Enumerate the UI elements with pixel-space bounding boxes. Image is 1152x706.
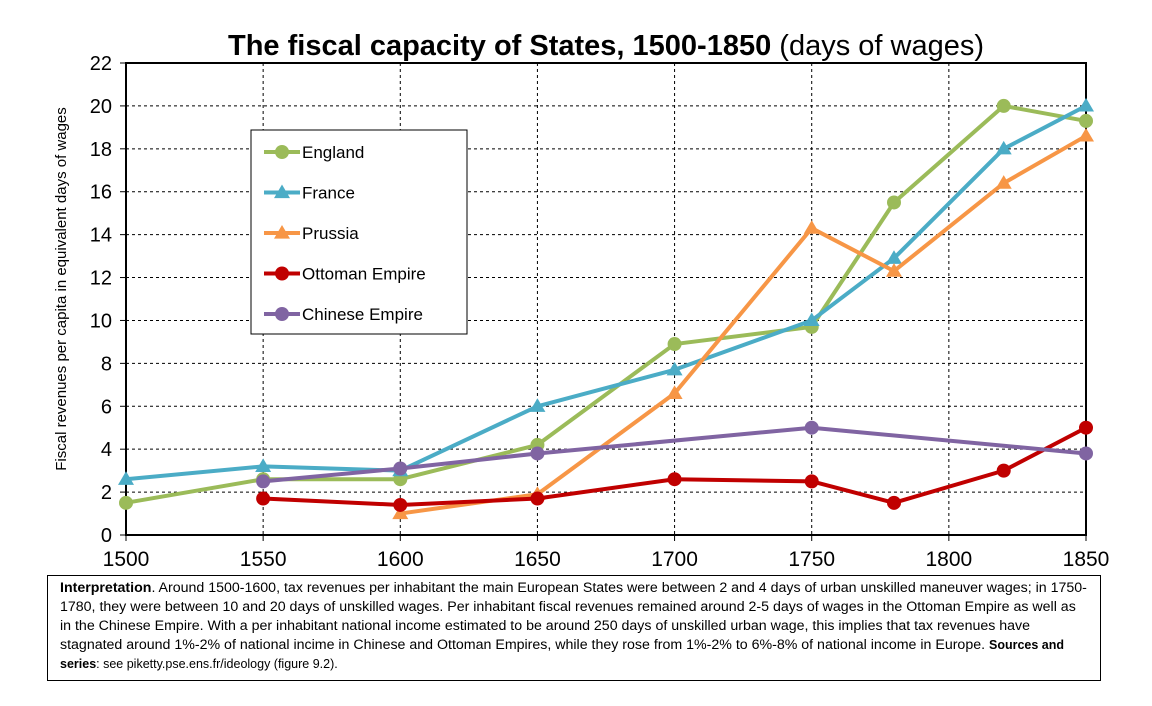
note-body: . Around 1500-1600, tax revenues per inh…: [60, 580, 1087, 653]
data-point-france: [255, 458, 272, 472]
y-tick-label: 22: [90, 53, 112, 75]
data-point-chinese-empire: [530, 446, 545, 461]
data-point-ottoman-empire: [393, 497, 408, 512]
data-point-france: [886, 250, 902, 264]
y-tick-label: 8: [101, 353, 112, 375]
interpretation-note: Interpretation. Around 1500-1600, tax re…: [47, 575, 1101, 681]
legend-marker-prussia: [274, 225, 290, 239]
series-prussia: [392, 127, 1094, 520]
axis-ticks: 0 2 4 6 8 10 12 14 16 18 20 22 1500 1550 1600 1650 1700 1…: [90, 53, 1110, 571]
x-tick-label: 1800: [925, 548, 972, 571]
series-chinese-empire: [256, 420, 1093, 489]
data-point-prussia: [886, 263, 902, 277]
series-france: [118, 97, 1094, 485]
y-tick-label: 10: [90, 310, 112, 332]
data-point-ottoman-empire: [667, 472, 682, 487]
data-point-prussia: [392, 505, 409, 520]
note-lead: Interpretation: [60, 580, 152, 596]
x-tick-label: 1650: [514, 548, 561, 571]
data-point-france: [529, 398, 546, 412]
x-tick-label: 1550: [240, 548, 287, 571]
x-tick-label: 1500: [103, 548, 150, 571]
legend-label-prussia: Prussia: [302, 224, 359, 243]
data-point-england: [667, 337, 682, 352]
line-chart: 0 2 4 6 8 10 12 14 16 18 20 22 1500 1550 1600 1650 1700 1…: [53, 53, 1110, 571]
y-tick-label: 18: [90, 139, 112, 161]
legend: England France Prussia Ottoman Empire Chines…: [250, 129, 468, 335]
legend-label-chinese-empire: Chinese Empire: [302, 305, 423, 324]
data-point-ottoman-empire: [996, 463, 1011, 478]
x-tick-label: 1700: [651, 548, 698, 571]
data-point-england: [119, 495, 133, 510]
series-line-ottoman-empire: [263, 425, 1087, 507]
data-point-chinese-empire: [1079, 446, 1093, 461]
y-axis-label: Fiscal revenues per capita in equivalent…: [53, 107, 70, 471]
data-point-england: [996, 98, 1011, 113]
data-point-ottoman-empire: [256, 491, 271, 506]
y-tick-label: 6: [101, 396, 112, 418]
y-tick-label: 2: [101, 482, 112, 504]
data-point-england: [1079, 113, 1093, 128]
chart-title-main: The fiscal capacity of States, 1500-1850: [228, 30, 772, 62]
y-tick-label: 0: [101, 525, 112, 547]
note-sources-label: Sources and series: [60, 638, 1065, 671]
series-lines: [118, 97, 1094, 520]
y-tick-label: 12: [90, 268, 112, 290]
note-sources-text: : see piketty.pse.ens.fr/ideology (figur…: [96, 657, 338, 671]
legend-label-france: France: [302, 184, 355, 203]
legend-label-ottoman-empire: Ottoman Empire: [302, 265, 426, 284]
data-point-france: [118, 471, 134, 485]
y-tick-label: 4: [101, 439, 112, 461]
data-point-france: [1078, 97, 1094, 112]
legend-marker-france: [274, 184, 290, 199]
chart-title-suffix: (days of wages): [779, 30, 984, 62]
series-ottoman-empire: [256, 420, 1093, 512]
legend-marker-ottoman-empire: [275, 266, 289, 281]
y-tick-label: 16: [90, 182, 112, 204]
x-tick-label: 1600: [377, 548, 424, 571]
data-point-ottoman-empire: [1079, 420, 1093, 435]
data-point-france: [666, 361, 683, 376]
data-point-ottoman-empire: [804, 474, 819, 489]
x-tick-label: 1750: [788, 548, 835, 571]
data-point-ottoman-empire: [887, 495, 901, 510]
y-tick-label: 14: [90, 225, 112, 247]
data-point-ottoman-empire: [530, 491, 545, 506]
legend-marker-chinese-empire: [275, 307, 289, 321]
x-tick-label: 1850: [1063, 548, 1110, 571]
data-point-prussia: [666, 385, 683, 399]
data-point-chinese-empire: [393, 461, 408, 476]
chart-title: The fiscal capacity of States, 1500-1850…: [126, 28, 1086, 64]
data-point-chinese-empire: [256, 474, 271, 489]
data-point-france: [995, 140, 1012, 155]
legend-marker-england: [275, 145, 289, 159]
legend-label-england: England: [302, 143, 364, 162]
data-point-chinese-empire: [804, 420, 819, 435]
data-point-prussia: [1078, 127, 1094, 142]
y-tick-label: 20: [90, 96, 112, 118]
plot-area-border: [125, 62, 1087, 536]
data-point-france: [803, 312, 820, 327]
data-point-prussia: [995, 175, 1012, 189]
data-point-prussia: [803, 220, 820, 234]
data-point-england: [887, 195, 901, 210]
